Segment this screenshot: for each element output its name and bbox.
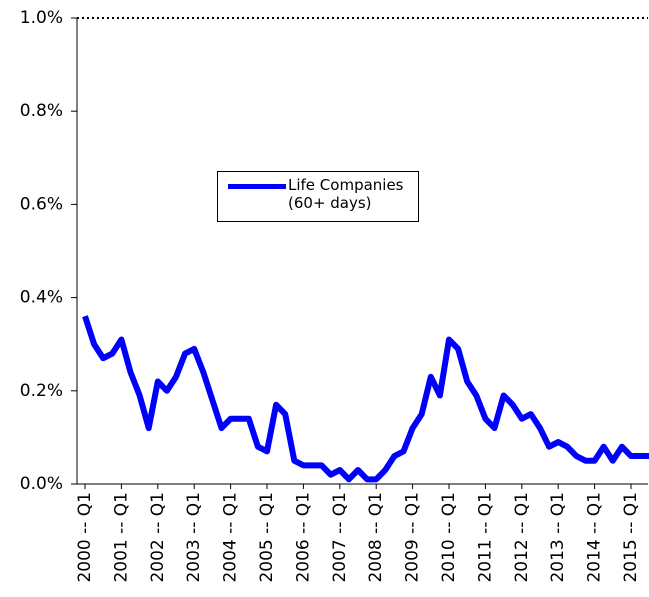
x-tick-label: 2000 -- Q1 bbox=[75, 492, 95, 583]
x-tick-label: 2003 -- Q1 bbox=[184, 492, 204, 583]
x-tick-label: 2012 -- Q1 bbox=[512, 492, 532, 583]
x-tick-label: 2009 -- Q1 bbox=[403, 492, 423, 583]
x-tick-label: 2006 -- Q1 bbox=[293, 492, 313, 583]
y-tick-label: 0.8% bbox=[20, 101, 63, 121]
x-tick-label: 2001 -- Q1 bbox=[111, 492, 131, 583]
x-tick-label: 2007 -- Q1 bbox=[330, 492, 350, 583]
legend: Life Companies (60+ days) bbox=[217, 171, 419, 222]
x-tick-label: 2005 -- Q1 bbox=[257, 492, 277, 583]
line-series bbox=[82, 315, 649, 483]
x-tick-label: 2010 -- Q1 bbox=[439, 492, 459, 583]
y-tick-label: 0.4% bbox=[20, 288, 63, 308]
y-tick-label: 0.0% bbox=[20, 474, 63, 494]
x-tick-label: 2011 -- Q1 bbox=[475, 492, 495, 583]
x-tick-label: 2014 -- Q1 bbox=[585, 492, 605, 583]
x-tick-label: 2015 -- Q1 bbox=[621, 492, 641, 583]
x-tick-label: 2004 -- Q1 bbox=[221, 492, 241, 583]
y-tick-label: 0.2% bbox=[20, 381, 63, 401]
y-tick-label: 1.0% bbox=[20, 8, 63, 28]
legend-swatch bbox=[228, 184, 286, 189]
x-tick-label: 2013 -- Q1 bbox=[548, 492, 568, 583]
x-tick-label: 2002 -- Q1 bbox=[148, 492, 168, 583]
y-tick-label: 0.6% bbox=[20, 194, 63, 214]
x-tick-label: 2008 -- Q1 bbox=[366, 492, 386, 583]
legend-label: Life Companies (60+ days) bbox=[288, 176, 404, 212]
